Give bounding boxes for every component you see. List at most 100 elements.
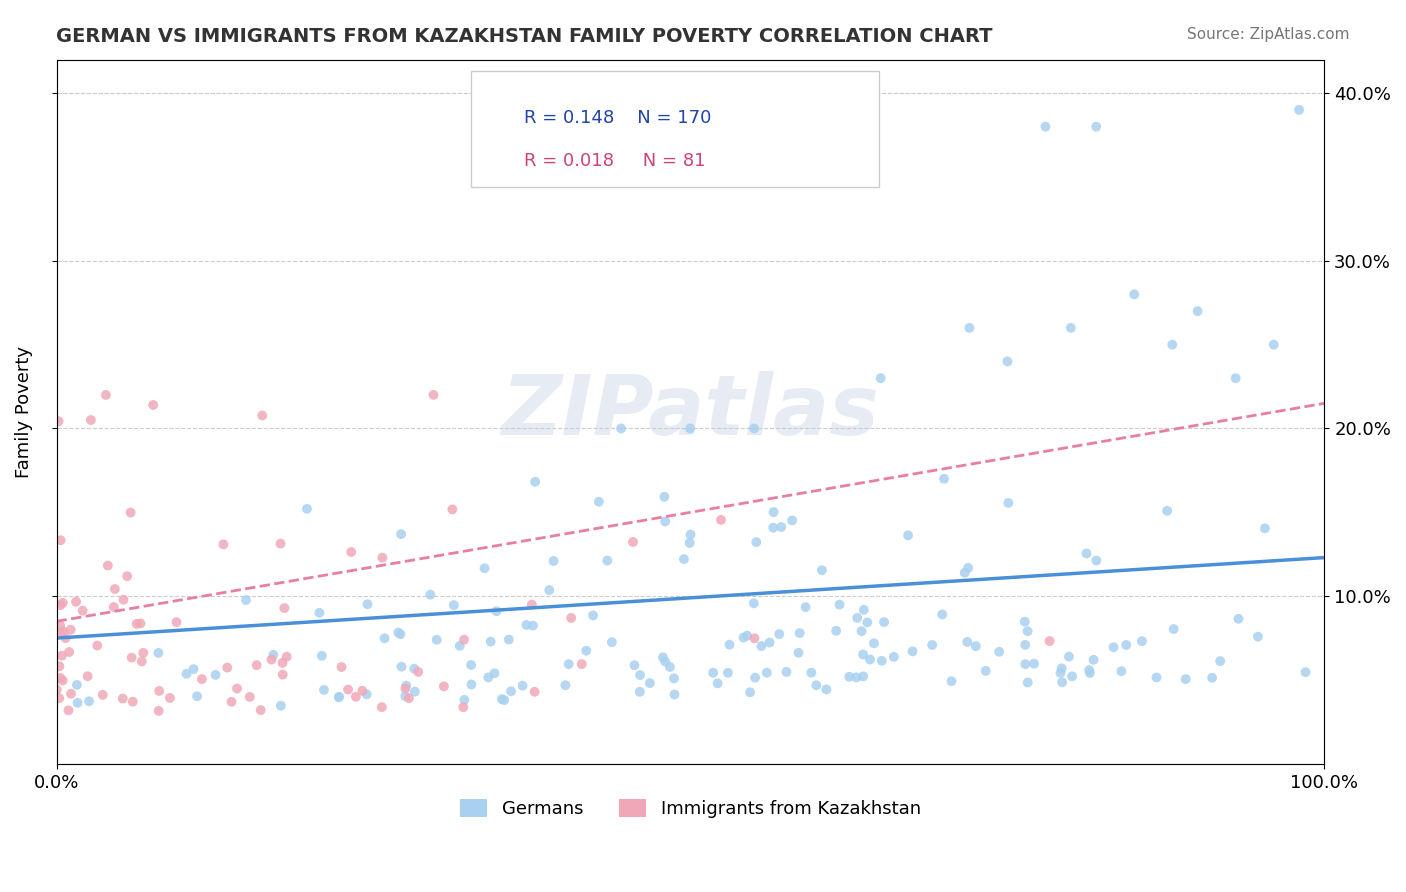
Germans — [491, 692, 513, 706]
Germans — [856, 615, 879, 630]
Immigrants from Kazakhstan — [65, 595, 87, 609]
Germans — [453, 693, 475, 707]
Text: ZIPatlas: ZIPatlas — [502, 371, 879, 452]
Immigrants from Kazakhstan — [103, 600, 125, 615]
Germans — [308, 606, 330, 620]
Germans — [780, 513, 803, 527]
Immigrants from Kazakhstan — [48, 659, 70, 673]
Immigrants from Kazakhstan — [273, 601, 295, 615]
Germans — [1022, 657, 1045, 671]
Germans — [66, 678, 89, 692]
Germans — [811, 563, 834, 577]
Germans — [460, 677, 482, 691]
Germans — [1050, 675, 1073, 690]
Germans — [988, 645, 1011, 659]
Immigrants from Kazakhstan — [744, 632, 766, 646]
Germans — [931, 607, 953, 622]
Germans — [852, 669, 875, 683]
Germans — [1060, 669, 1083, 683]
Germans — [744, 671, 766, 685]
Germans — [658, 660, 681, 674]
Germans — [498, 632, 520, 647]
Germans — [485, 604, 508, 618]
Germans — [738, 685, 761, 699]
Immigrants from Kazakhstan — [72, 604, 94, 618]
Germans — [1111, 664, 1133, 678]
Germans — [387, 625, 409, 640]
Immigrants from Kazakhstan — [246, 658, 269, 673]
Immigrants from Kazakhstan — [48, 414, 70, 428]
Germans — [870, 654, 893, 668]
Immigrants from Kazakhstan — [221, 695, 243, 709]
Immigrants from Kazakhstan — [433, 679, 456, 693]
Immigrants from Kazakhstan — [260, 652, 283, 666]
Germans — [742, 596, 765, 610]
Germans — [1050, 661, 1073, 675]
Immigrants from Kazakhstan — [129, 616, 152, 631]
Immigrants from Kazakhstan — [271, 667, 294, 681]
Germans — [768, 627, 790, 641]
Germans — [851, 624, 873, 639]
Germans — [762, 505, 785, 519]
Germans — [1078, 663, 1101, 677]
Immigrants from Kazakhstan — [276, 649, 298, 664]
Germans — [751, 639, 773, 653]
Text: R = 0.018     N = 81: R = 0.018 N = 81 — [524, 152, 706, 169]
Germans — [956, 635, 979, 649]
Germans — [588, 494, 610, 508]
Germans — [932, 472, 955, 486]
Immigrants from Kazakhstan — [226, 681, 249, 696]
Immigrants from Kazakhstan — [406, 665, 429, 679]
Immigrants from Kazakhstan — [453, 632, 475, 647]
Germans — [1085, 120, 1108, 134]
Germans — [965, 639, 987, 653]
Germans — [794, 600, 817, 615]
Germans — [957, 561, 980, 575]
Legend: Germans, Immigrants from Kazakhstan: Germans, Immigrants from Kazakhstan — [453, 791, 928, 825]
Germans — [77, 694, 100, 708]
Germans — [901, 644, 924, 658]
Germans — [389, 527, 412, 541]
Germans — [762, 521, 785, 535]
Germans — [499, 684, 522, 698]
Germans — [543, 554, 565, 568]
Germans — [654, 490, 676, 504]
Immigrants from Kazakhstan — [51, 648, 73, 663]
Immigrants from Kazakhstan — [131, 655, 153, 669]
Immigrants from Kazakhstan — [398, 691, 420, 706]
Germans — [270, 698, 292, 713]
Immigrants from Kazakhstan — [58, 645, 80, 659]
Germans — [997, 354, 1019, 368]
Germans — [477, 670, 499, 684]
Immigrants from Kazakhstan — [352, 683, 374, 698]
Germans — [628, 668, 651, 682]
Germans — [733, 631, 755, 645]
Immigrants from Kazakhstan — [121, 650, 143, 665]
Germans — [755, 665, 778, 680]
Germans — [883, 649, 905, 664]
Germans — [859, 652, 882, 666]
Immigrants from Kazakhstan — [371, 550, 394, 565]
Germans — [1209, 654, 1232, 668]
Germans — [1201, 671, 1223, 685]
Germans — [1102, 640, 1125, 655]
Germans — [1227, 612, 1250, 626]
Germans — [443, 598, 465, 612]
Immigrants from Kazakhstan — [270, 536, 292, 550]
Immigrants from Kazakhstan — [60, 687, 83, 701]
Germans — [873, 615, 896, 629]
Germans — [460, 657, 482, 672]
Germans — [394, 690, 416, 704]
Germans — [828, 598, 851, 612]
Germans — [921, 638, 943, 652]
Germans — [1130, 634, 1153, 648]
Immigrants from Kazakhstan — [49, 671, 72, 685]
Immigrants from Kazakhstan — [120, 506, 142, 520]
Germans — [706, 676, 728, 690]
Germans — [1123, 287, 1146, 301]
Immigrants from Kazakhstan — [49, 598, 72, 612]
Y-axis label: Family Poverty: Family Poverty — [15, 346, 32, 478]
Germans — [176, 666, 198, 681]
Immigrants from Kazakhstan — [252, 409, 274, 423]
Germans — [1115, 638, 1137, 652]
